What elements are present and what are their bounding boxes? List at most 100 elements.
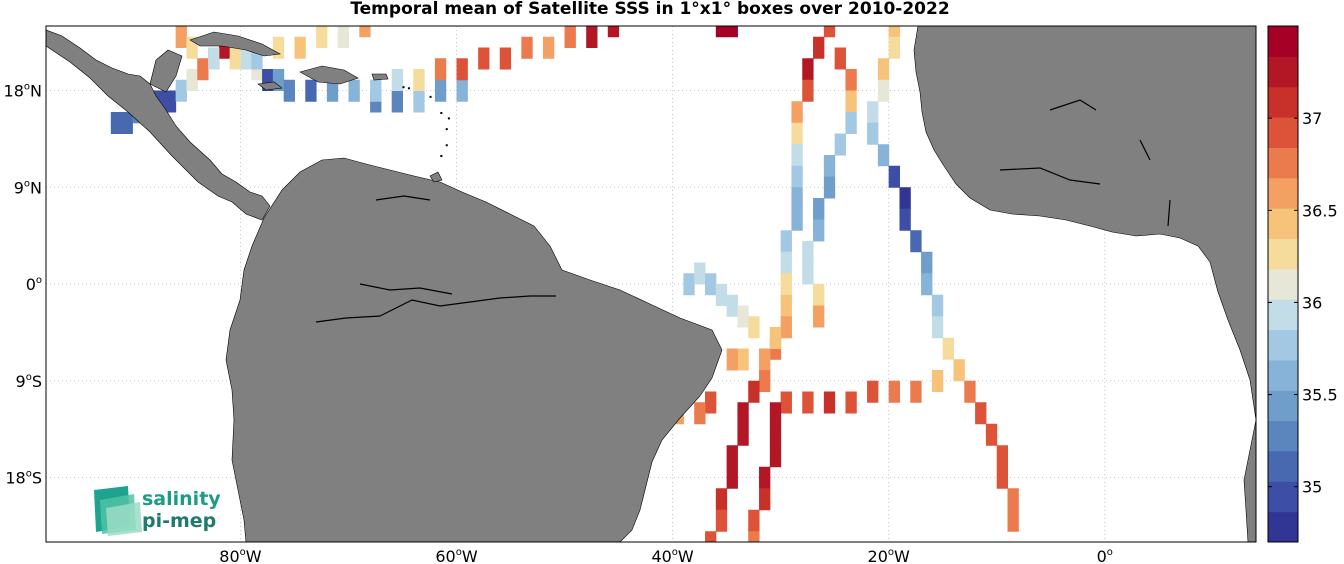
sss-cell (726, 294, 738, 306)
sss-cell (542, 36, 555, 48)
sss-cell (802, 69, 814, 81)
sss-cell (791, 122, 803, 134)
sss-cell (726, 466, 738, 478)
sss-cell (726, 26, 738, 27)
sss-cell (715, 488, 728, 500)
sss-cell (910, 391, 922, 403)
sss-cell (705, 542, 716, 553)
sss-cell (326, 79, 339, 91)
colorbar-segment (1268, 117, 1298, 148)
sss-cell (802, 273, 814, 285)
sss-cell (737, 402, 749, 414)
sss-cell (791, 155, 803, 167)
sss-cell (748, 391, 760, 403)
salinity-pi-mep-logo: salinity pi-mep (94, 486, 221, 536)
sss-cell (715, 520, 728, 532)
sss-cell (813, 294, 825, 306)
sss-cell (478, 47, 490, 59)
sss-cell (813, 316, 825, 328)
sss-cell (953, 370, 965, 382)
sss-cell (888, 391, 900, 403)
sss-cell (823, 187, 836, 199)
sss-cell (802, 241, 814, 253)
sss-cell (262, 69, 274, 81)
colorbar-segment (1268, 86, 1298, 118)
colorbar-segment (1268, 268, 1298, 300)
colorbar-segment (1268, 420, 1298, 452)
sss-cell (791, 208, 803, 220)
sss-cell (802, 58, 814, 70)
sss-cell (942, 337, 954, 349)
map-area (46, 26, 1256, 553)
sss-cell (802, 402, 814, 414)
sss-cell (780, 273, 792, 285)
sss-cell (845, 122, 857, 134)
sss-cell (931, 380, 944, 392)
sss-cell (737, 305, 749, 317)
sss-cell (813, 198, 825, 210)
sss-cell (759, 359, 771, 371)
sss-cell (715, 26, 728, 27)
sss-cell (748, 380, 760, 392)
sss-cell (931, 305, 944, 317)
sss-cell (208, 47, 220, 59)
sss-cell (780, 316, 792, 328)
land (46, 26, 1256, 542)
lat-tick-label: 18oN (4, 82, 42, 101)
sss-cell (694, 413, 706, 425)
sss-cell (769, 434, 782, 446)
sss-cell (791, 101, 803, 113)
sss-cell (456, 79, 468, 91)
sss-cell (877, 144, 890, 156)
sss-cell (823, 391, 836, 403)
sss-cell (748, 316, 760, 328)
colorbar-tick-label: 35.5 (1302, 386, 1338, 405)
island (445, 144, 448, 147)
sss-cell (705, 284, 717, 296)
sss-cell (877, 69, 890, 81)
land-central-america (46, 29, 271, 221)
sss-cell (456, 58, 468, 70)
sss-cell (434, 58, 447, 70)
sss-cell (283, 79, 295, 91)
sss-cell (780, 327, 792, 339)
sss-cell (910, 241, 922, 253)
sss-cell (1007, 520, 1019, 532)
sss-cell (251, 58, 263, 70)
sss-cell (456, 90, 468, 102)
sss-cell (542, 47, 555, 59)
sss-cell (769, 445, 782, 457)
sss-cell (964, 391, 976, 403)
sss-cell (197, 58, 209, 70)
sss-cell (748, 509, 760, 521)
logo-text-pi-mep: pi-mep (142, 510, 216, 532)
sss-cell (726, 477, 738, 489)
sss-cell (780, 305, 792, 317)
sss-cell (1007, 499, 1019, 511)
sss-cell (391, 69, 404, 81)
sss-cell (705, 531, 717, 542)
sss-cell (121, 112, 133, 124)
sss-cell (910, 230, 922, 242)
sss-cell (705, 391, 717, 403)
colorbar-segment (1268, 177, 1298, 209)
sss-cell (370, 101, 382, 113)
sss-cell (694, 273, 706, 285)
sss-cell (154, 90, 166, 102)
sss-cell (316, 36, 328, 48)
sss-cell (499, 47, 512, 59)
sss-cell (413, 90, 425, 102)
sss-cell (813, 219, 825, 231)
sss-cell (845, 112, 857, 124)
sss-cell (931, 370, 944, 382)
sss-cell (337, 36, 349, 48)
sss-cell (802, 90, 814, 102)
sss-cell (521, 36, 533, 48)
sss-cell (888, 47, 900, 59)
sss-cell (726, 348, 738, 360)
sss-cell (910, 380, 922, 392)
sss-cell (953, 359, 965, 371)
sss-cell (845, 69, 857, 81)
sss-cell (921, 284, 933, 296)
